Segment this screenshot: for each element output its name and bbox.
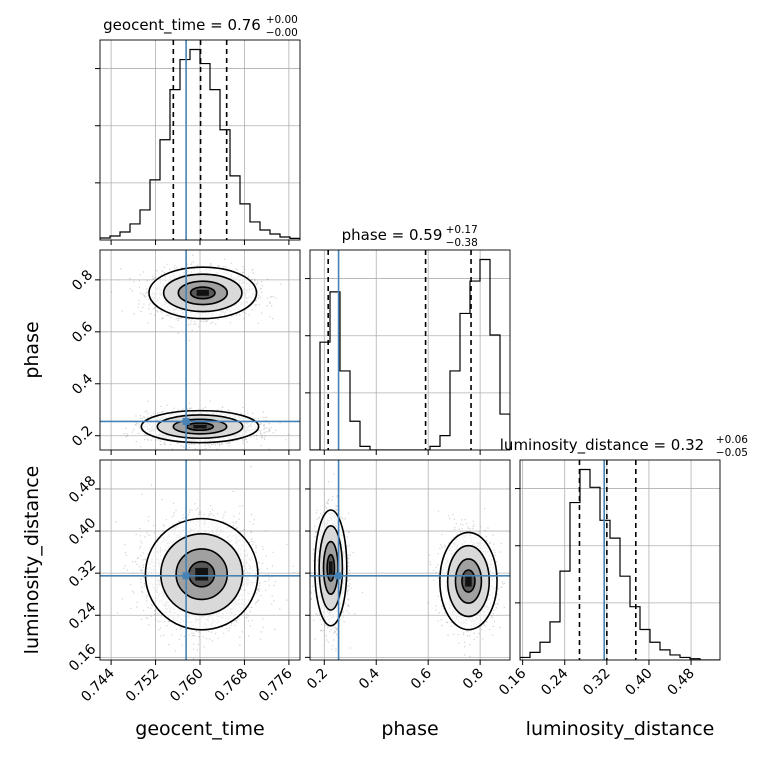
scatter-panel-phase-luminosity_distance: 0.2 0.4 0.6 0.8	[304, 459, 511, 693]
hist-panel-geocent_time: geocent_time = 0.76 +0.00−0.00	[95, 14, 301, 245]
hist-step	[520, 468, 720, 660]
x-tick-label: 0.16	[496, 665, 529, 698]
truth-marker	[335, 572, 343, 580]
y-axis-label-luminosity_distance: luminosity_distance	[21, 466, 43, 655]
axis-labels: geocent_time phase luminosity_distancephas…	[21, 321, 714, 740]
x-tick-label: 0.776	[256, 665, 296, 705]
panel-frame	[309, 459, 511, 661]
truth-marker	[182, 417, 190, 425]
y-tick-label: 0.32	[66, 557, 99, 590]
density-peak	[328, 561, 333, 575]
x-tick-label: 0.32	[580, 666, 613, 699]
panel-frame	[309, 249, 511, 451]
title-plus: +0.06	[716, 434, 748, 446]
scatter-content	[100, 460, 300, 660]
x-axis-label-geocent_time: geocent_time	[135, 718, 264, 740]
x-axis-label-phase: phase	[381, 718, 438, 740]
panel-title: luminosity_distance = 0.32	[500, 436, 704, 455]
panel-title: phase = 0.59	[342, 226, 443, 244]
y-tick-label: 0.6	[69, 319, 96, 346]
density-peak	[465, 575, 472, 587]
scatter-panel-geocent_time-luminosity_distance: 0.744 0.752 0.760 0.768 0.776 0.16 0.24 0.32 0.4…	[66, 459, 301, 706]
panel-title: geocent_time = 0.76	[103, 16, 261, 35]
x-tick-label: 0.768	[212, 666, 252, 706]
scatter-panel-geocent_time-phase: 0.2 0.4 0.6 0.8	[69, 249, 301, 455]
hist-step	[310, 258, 510, 450]
y-tick-label: 0.16	[66, 641, 99, 674]
truth-marker	[182, 572, 190, 580]
hist-content	[520, 460, 720, 660]
scatter-content	[310, 460, 510, 660]
x-axis-label-luminosity_distance: luminosity_distance	[526, 718, 715, 740]
hist-content	[310, 250, 510, 450]
x-tick-label: 0.2	[304, 666, 331, 693]
x-tick-label: 0.48	[665, 666, 698, 699]
title-minus: −0.05	[716, 447, 748, 459]
title-plus: +0.17	[446, 224, 478, 236]
density-peak	[193, 424, 207, 429]
x-tick-label: 0.24	[538, 665, 571, 698]
x-tick-label: 0.8	[460, 666, 487, 693]
density-peak	[195, 567, 209, 581]
y-axis-label-phase: phase	[21, 321, 43, 378]
x-tick-label: 0.6	[408, 665, 435, 692]
x-tick-label: 0.744	[78, 665, 118, 705]
x-tick-label: 0.752	[123, 666, 163, 706]
scatter-content	[100, 250, 300, 450]
title-plus: +0.00	[266, 14, 298, 26]
x-tick-label: 0.4	[356, 665, 383, 692]
x-tick-label: 0.760	[167, 666, 207, 706]
y-tick-label: 0.2	[69, 423, 96, 450]
title-minus: −0.38	[446, 237, 478, 249]
x-tick-label: 0.40	[622, 666, 655, 699]
density-peak	[196, 289, 209, 296]
y-tick-label: 0.24	[66, 599, 99, 632]
y-tick-label: 0.4	[69, 371, 96, 398]
hist-content	[100, 40, 300, 240]
panel-frame	[519, 459, 721, 661]
title-minus: −0.00	[266, 27, 298, 39]
hist-panel-phase: phase = 0.59 +0.17−0.38	[305, 224, 511, 455]
hist-step	[100, 48, 300, 240]
y-tick-label: 0.40	[66, 515, 99, 548]
hist-panel-luminosity_distance: 0.16 0.24 0.32 0.40 0.48 luminosity_distance …	[496, 434, 748, 699]
y-tick-label: 0.8	[69, 267, 96, 294]
y-tick-label: 0.48	[66, 473, 99, 506]
